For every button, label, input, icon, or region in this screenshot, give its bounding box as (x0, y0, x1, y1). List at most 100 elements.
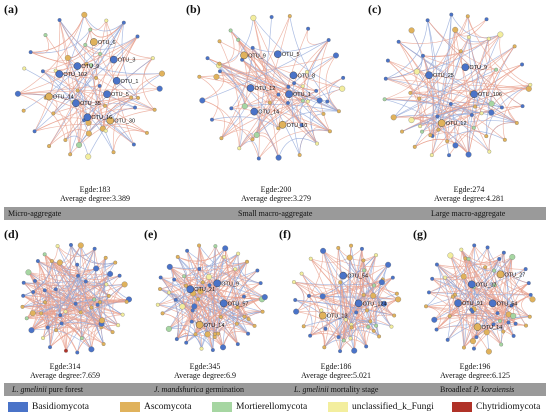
network-node (275, 154, 282, 161)
network-edge (461, 249, 495, 272)
network-edge (51, 260, 119, 326)
hub-node (425, 71, 433, 79)
network-node (207, 283, 212, 288)
network-node (389, 324, 394, 329)
network-edge (193, 293, 255, 327)
network-edge (211, 116, 279, 129)
network-edge (410, 16, 469, 94)
network-edge (353, 282, 383, 351)
network-node (370, 292, 377, 299)
network-edge (353, 294, 364, 351)
network-edge (45, 36, 138, 99)
network-edge (328, 88, 343, 112)
network-node (427, 290, 431, 295)
network-node (92, 246, 97, 251)
network-edge (160, 277, 199, 300)
network-node (466, 257, 471, 261)
network-edge (49, 326, 102, 348)
hub-node-label: OTU_5 (111, 92, 129, 98)
network-edge (168, 268, 200, 330)
hub-node (354, 299, 363, 308)
network-node (343, 317, 348, 322)
network-node (210, 348, 215, 352)
network-node (28, 327, 35, 334)
network-node (417, 96, 422, 101)
network-edge (487, 247, 509, 323)
network-node (377, 334, 382, 339)
network-edge (44, 295, 109, 303)
network-node (362, 268, 367, 273)
network-node (210, 117, 214, 122)
network-edge (207, 57, 246, 107)
network-edge (278, 138, 318, 158)
network-edge (192, 296, 245, 311)
network-edge (431, 142, 469, 156)
network-edge (419, 122, 487, 137)
network-node (99, 317, 105, 324)
network-edge (384, 98, 482, 114)
network-edge (59, 19, 72, 155)
network-edge (160, 277, 193, 322)
network-node (315, 141, 319, 146)
network-edge (349, 257, 352, 325)
legend-item-basidiomycota: Basidiomycota (8, 402, 89, 412)
network-edge (221, 101, 308, 139)
legend-swatch (8, 402, 28, 412)
network-edge (410, 92, 420, 121)
network-node (487, 149, 492, 154)
network-node (469, 113, 474, 117)
network-edge (34, 36, 138, 132)
network-node (287, 14, 292, 19)
hub-node-label: OTU_5 (282, 52, 300, 58)
network-edge (444, 277, 465, 348)
network-node (131, 142, 136, 147)
network-node (333, 52, 339, 59)
network-edge (258, 77, 344, 159)
network-node (246, 331, 251, 336)
legend-item-mortierellomycota: Mortierellomycota (212, 402, 307, 412)
network-node (524, 323, 528, 328)
network-edge (303, 325, 325, 348)
network-edge (487, 247, 512, 306)
network-node (179, 303, 186, 310)
network-edge (55, 36, 138, 71)
network-edge (182, 306, 202, 349)
network-node (54, 328, 59, 333)
hub-node (246, 84, 255, 92)
hub-node-label: OTU_124 (363, 301, 387, 307)
network-node (371, 328, 376, 333)
network-edge (428, 245, 475, 293)
network-edge (218, 65, 317, 92)
network-node (40, 69, 45, 74)
network-node (104, 18, 109, 23)
hub-node-label: OTU_16 (91, 115, 112, 121)
network-edge (105, 20, 153, 59)
network-edge (34, 280, 95, 300)
network-edge (308, 295, 395, 316)
network-node (217, 61, 222, 66)
network-node (514, 121, 519, 125)
network-edge (222, 307, 238, 348)
network-edge (59, 19, 139, 99)
hub-node-label: OTU_14 (482, 325, 503, 331)
network-edge (302, 86, 331, 132)
network-node (390, 114, 397, 121)
hub-node-label: OTU_30 (114, 119, 135, 125)
network-node (512, 44, 517, 49)
network-node (372, 283, 376, 288)
network-node (43, 33, 48, 38)
network-node (327, 129, 332, 134)
network-edge (17, 88, 160, 95)
network-node (338, 349, 343, 354)
network-edge (169, 266, 224, 348)
network-node (159, 70, 165, 77)
network-node (349, 325, 354, 330)
network-edge (197, 298, 249, 334)
network-edge (322, 279, 383, 297)
network-node (452, 142, 459, 149)
network-edge (434, 245, 475, 320)
legend-label: Ascomycota (144, 402, 192, 412)
network-edge (33, 291, 102, 325)
bar-label-micro: Micro-aggregate (8, 209, 62, 218)
network-node (511, 333, 516, 338)
